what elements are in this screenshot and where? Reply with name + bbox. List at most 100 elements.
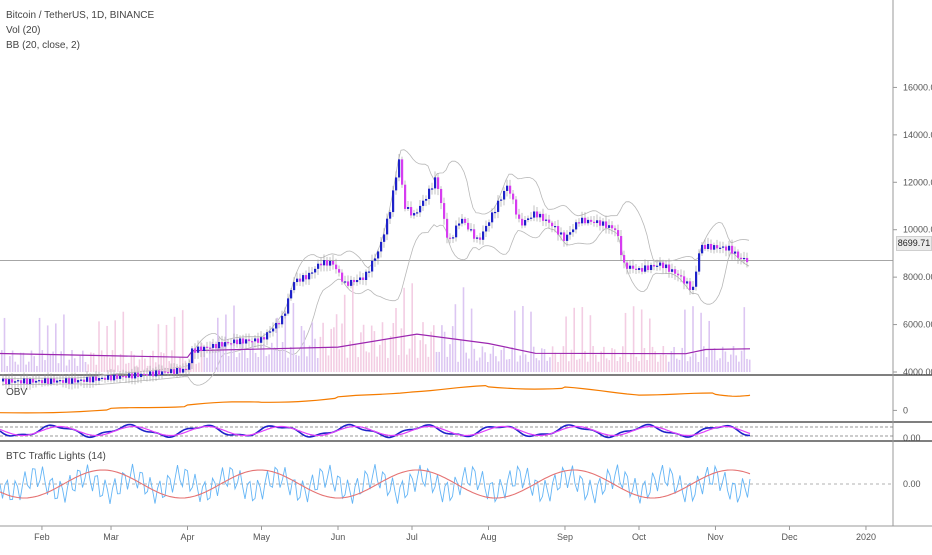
candle-body: [533, 211, 536, 218]
volume-bar: [179, 357, 181, 372]
volume-bar: [279, 350, 281, 372]
candle-body: [215, 344, 218, 349]
candle-body: [320, 263, 323, 266]
candle-body: [329, 260, 332, 266]
volume-bar: [227, 355, 230, 372]
candle-body: [32, 378, 35, 383]
volume-bar: [217, 317, 219, 372]
candle-body: [518, 214, 521, 219]
volume-bar: [597, 361, 600, 372]
candle-body: [458, 223, 461, 226]
volume-bar: [497, 361, 500, 372]
candle-body: [599, 220, 602, 226]
candle-body: [719, 247, 722, 249]
volume-bar: [171, 350, 173, 372]
volume-bar: [198, 362, 200, 372]
stoch-tick-label: 0.00: [903, 433, 921, 443]
candle-body: [659, 262, 662, 266]
price-tick-label: 12000.00: [903, 177, 932, 187]
volume-bar: [673, 346, 675, 372]
volume-bar: [160, 352, 162, 372]
candle-body: [497, 200, 500, 212]
candle-body: [710, 243, 713, 250]
volume-bar: [41, 350, 44, 372]
volume-bar: [727, 361, 729, 372]
volume-bar: [354, 343, 357, 372]
volume-bar: [416, 357, 419, 372]
volume-bar: [632, 306, 635, 372]
volume-bar: [25, 364, 27, 372]
candle-body: [230, 343, 233, 345]
volume-bar: [271, 342, 273, 372]
candle-body: [164, 371, 167, 373]
candle-body: [311, 272, 314, 274]
candle-body: [725, 246, 728, 251]
volume-bar: [308, 345, 311, 372]
volume-bar: [79, 355, 81, 372]
candle-body: [65, 378, 68, 383]
candle-body: [404, 184, 407, 209]
volume-bar: [443, 331, 446, 372]
candle-body: [176, 368, 179, 374]
volume-bar: [408, 348, 411, 372]
volume-bar: [681, 347, 683, 372]
candle-body: [611, 225, 614, 229]
volume-bar: [249, 348, 251, 372]
volume-bar: [52, 351, 54, 372]
volume-bar: [708, 320, 710, 372]
volume-bar: [711, 349, 713, 372]
volume-bar: [559, 353, 562, 372]
volume-bar: [181, 310, 184, 372]
volume-bar: [500, 350, 503, 372]
volume-bar: [71, 350, 73, 372]
volume-bar: [98, 321, 100, 372]
volume-bar: [1, 350, 3, 372]
volume-bar: [457, 361, 459, 372]
time-tick-label: 2020: [856, 532, 876, 542]
candle-body: [524, 220, 527, 226]
price-tick-label: 10000.00: [903, 225, 932, 235]
time-tick-label: Dec: [781, 532, 798, 542]
volume-bar: [678, 359, 681, 372]
volume-bar: [713, 348, 716, 372]
volume-bar: [349, 340, 351, 372]
volume-bar: [589, 315, 592, 372]
candle-body: [686, 281, 689, 284]
volume-bar: [595, 354, 597, 372]
volume-bar: [700, 312, 702, 372]
volume-bar: [740, 350, 743, 372]
volume-bar: [694, 353, 697, 372]
volume-bar: [109, 357, 111, 372]
candle-body: [494, 211, 497, 214]
volume-bar: [230, 343, 233, 372]
candle-body: [152, 371, 155, 377]
candle-body: [56, 380, 59, 383]
candle-body: [467, 222, 470, 230]
candle-body: [290, 290, 293, 299]
candle-body: [644, 265, 647, 272]
volume-bar: [651, 346, 654, 372]
volume-bar: [468, 358, 470, 372]
time-tick-label: Jul: [406, 532, 418, 542]
candle-body: [269, 331, 272, 333]
candle-body: [377, 251, 380, 259]
candle-body: [53, 378, 56, 383]
candle-body: [107, 375, 110, 380]
volume-bar: [643, 348, 646, 372]
volume-bar: [527, 361, 530, 372]
volume-bar: [570, 349, 573, 372]
candle-body: [47, 378, 50, 384]
volume-bar: [635, 356, 638, 372]
candle-body: [299, 278, 302, 282]
volume-bar: [395, 308, 397, 372]
volume-bar: [214, 350, 216, 372]
candle-body: [728, 245, 731, 251]
volume-bar: [730, 354, 732, 372]
candle-body: [419, 205, 422, 213]
volume-bar: [584, 350, 586, 372]
candle-body: [131, 373, 134, 379]
volume-bar: [616, 361, 619, 372]
volume-bar: [192, 351, 195, 372]
candle-body: [110, 375, 113, 381]
candle-body: [413, 213, 416, 216]
